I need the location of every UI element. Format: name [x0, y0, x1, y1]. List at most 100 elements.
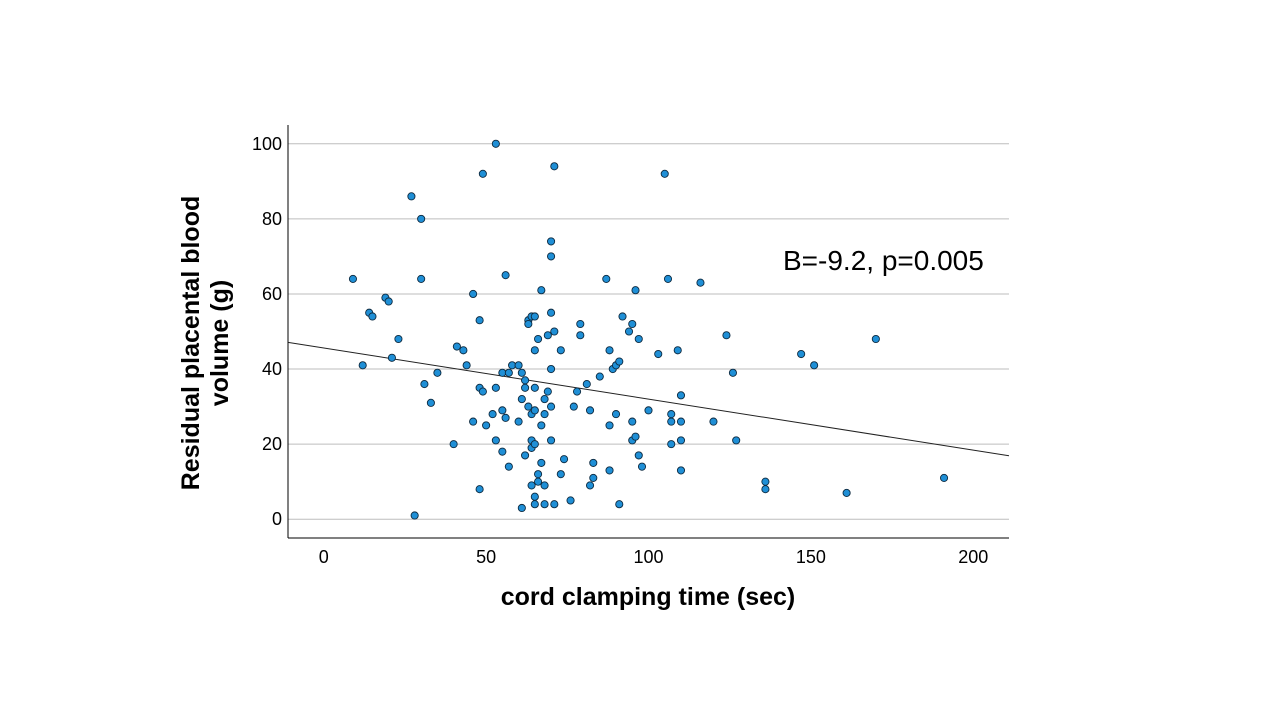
data-point	[410, 511, 419, 520]
data-point	[556, 470, 565, 479]
data-point	[498, 447, 507, 456]
data-point	[530, 406, 539, 415]
data-point	[462, 361, 471, 370]
y-tick-label: 20	[262, 434, 282, 454]
data-point	[709, 417, 718, 426]
data-point	[939, 473, 949, 482]
data-point	[572, 387, 582, 396]
data-point	[433, 368, 442, 377]
data-point	[560, 455, 569, 464]
data-point	[530, 500, 539, 509]
data-point	[521, 451, 530, 460]
data-point	[654, 349, 663, 359]
data-point	[524, 402, 533, 411]
data-point	[761, 485, 770, 494]
data-point	[514, 361, 523, 370]
data-point	[530, 440, 539, 449]
data-point	[459, 346, 468, 355]
y-axis-title-line-2: volume (g)	[206, 280, 234, 406]
data-point	[449, 440, 458, 449]
data-point	[628, 417, 637, 426]
data-point	[368, 312, 377, 321]
data-point	[611, 410, 621, 419]
data-point	[595, 372, 604, 381]
data-point	[517, 395, 526, 404]
data-point	[537, 286, 546, 295]
data-point	[475, 316, 484, 325]
data-point	[634, 451, 643, 460]
data-point	[618, 312, 627, 321]
data-point	[547, 308, 556, 317]
data-point	[628, 319, 637, 329]
y-tick-labels: 0 20 40 60 80 100	[252, 134, 282, 529]
data-point	[358, 361, 367, 370]
data-point	[384, 297, 393, 306]
x-tick-labels: 0 50 100 150 200	[319, 547, 989, 567]
data-point	[504, 368, 513, 377]
data-point	[589, 473, 598, 482]
data-point	[534, 470, 543, 479]
data-point	[482, 421, 491, 430]
data-point	[530, 346, 539, 355]
data-point	[585, 406, 595, 415]
y-tick-label: 40	[262, 359, 282, 379]
data-point	[667, 440, 676, 449]
data-point	[514, 417, 523, 426]
data-point	[547, 402, 556, 411]
data-point	[556, 346, 565, 355]
data-point	[501, 271, 510, 280]
data-point	[663, 274, 673, 283]
data-point	[530, 492, 539, 501]
data-point	[417, 274, 426, 283]
data-point	[452, 342, 461, 351]
data-point	[602, 274, 611, 283]
data-point	[417, 214, 426, 223]
y-tick-label: 0	[272, 509, 282, 529]
data-point	[550, 162, 559, 171]
data-point	[615, 500, 624, 509]
data-point	[540, 500, 549, 509]
data-point	[547, 364, 556, 374]
data-point	[589, 458, 598, 467]
y-tick-label: 80	[262, 209, 282, 229]
data-point	[615, 357, 624, 366]
data-points	[348, 139, 949, 520]
grid-lines	[288, 143, 1009, 520]
data-point	[543, 331, 552, 340]
data-point	[676, 466, 686, 475]
data-point	[521, 376, 530, 385]
data-point	[631, 286, 640, 295]
data-point	[547, 237, 556, 246]
y-tick-label: 60	[262, 284, 282, 304]
data-point	[569, 402, 578, 411]
data-point	[517, 503, 526, 513]
data-point	[732, 436, 741, 445]
data-point	[634, 334, 643, 344]
data-point	[585, 481, 595, 490]
data-point	[469, 289, 478, 299]
data-point	[605, 466, 614, 475]
data-point	[644, 406, 653, 415]
data-point	[667, 417, 676, 426]
data-point	[530, 312, 539, 321]
data-point	[631, 432, 640, 441]
data-point	[488, 410, 497, 419]
data-point	[469, 417, 478, 426]
x-tick-label: 50	[476, 547, 496, 567]
data-point	[582, 380, 591, 389]
data-point	[524, 319, 533, 329]
data-point	[637, 462, 647, 471]
data-point	[761, 477, 770, 486]
data-point	[576, 331, 585, 340]
data-point	[660, 169, 669, 178]
data-point	[605, 346, 614, 355]
data-point	[498, 406, 507, 415]
data-point	[676, 417, 686, 426]
data-point	[871, 334, 880, 344]
data-point	[521, 383, 530, 392]
data-point	[387, 353, 396, 362]
regression-line	[287, 341, 1010, 457]
data-point	[491, 139, 500, 148]
data-point	[426, 398, 435, 407]
